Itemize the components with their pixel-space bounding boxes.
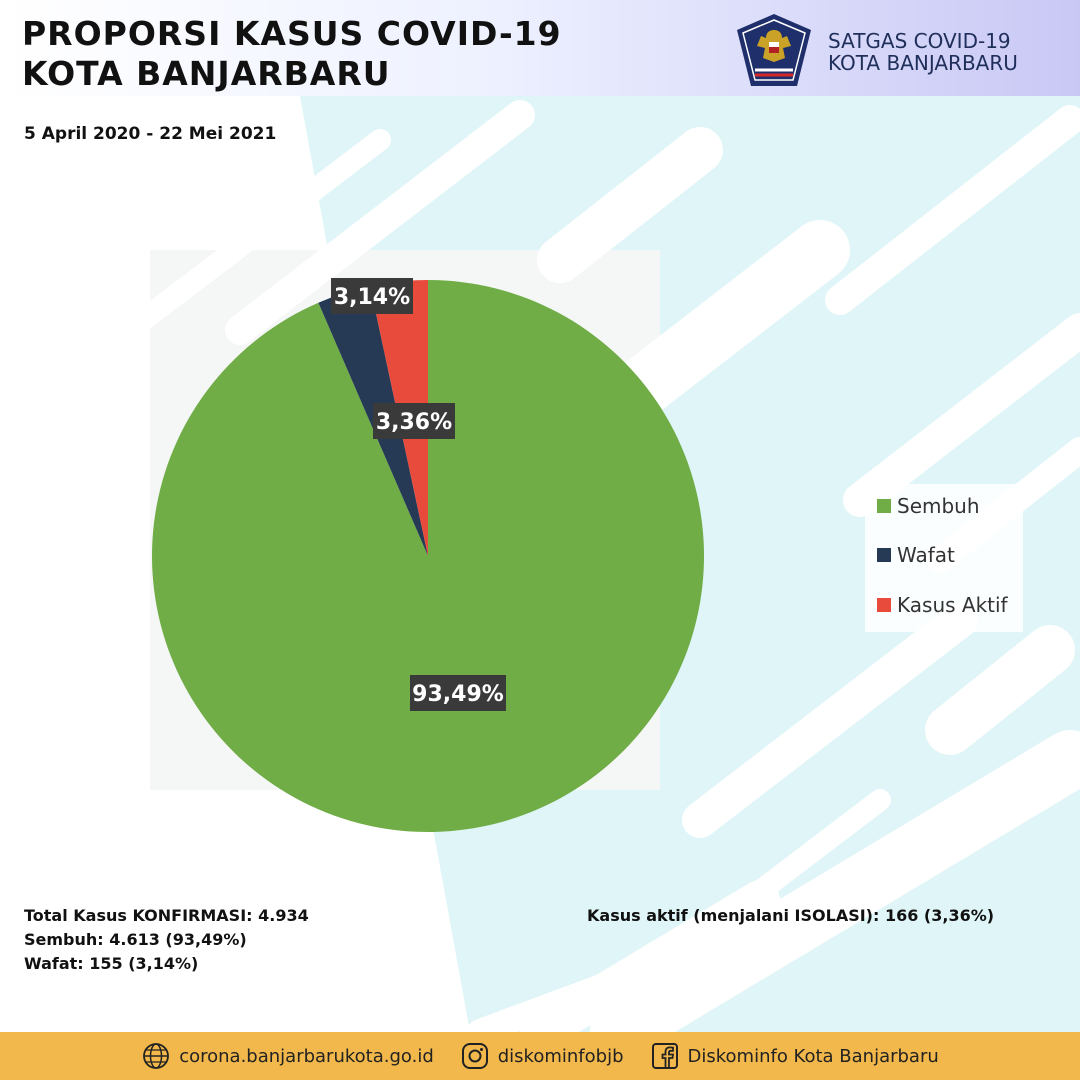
data-label-wafat: 3,14% (331, 278, 413, 314)
footer-website-text: corona.banjarbarukota.go.id (179, 1045, 434, 1067)
footer-facebook-link[interactable]: Diskominfo Kota Banjarbaru (650, 1041, 939, 1071)
data-label-text: 3,36% (376, 410, 452, 435)
facebook-icon (651, 1043, 678, 1069)
footer-instagram-link[interactable]: diskominfobjb (460, 1041, 624, 1071)
legend-label-sembuh: Sembuh (897, 494, 980, 518)
header-band (0, 0, 1080, 96)
org-line-1: SATGAS COVID-19 (828, 29, 1011, 53)
pie-slices (151, 280, 704, 833)
footer-instagram-text: diskominfobjb (497, 1045, 624, 1067)
title-line-1: PROPORSI KASUS COVID-19 (22, 14, 562, 53)
data-label-kasus-aktif: 3,36% (373, 403, 455, 439)
org-name: SATGAS COVID-19 KOTA BANJARBARU (828, 30, 1018, 74)
legend-swatch-sembuh (877, 499, 891, 513)
footer-bar: corona.banjarbarukota.go.id diskominfobj… (0, 1032, 1080, 1080)
instagram-icon (461, 1043, 488, 1069)
legend-item-kasus-aktif: Kasus Aktif (877, 593, 1008, 617)
data-label-box (331, 278, 413, 314)
stat-sembuh: Sembuh: 4.613 (93,49%) (24, 930, 247, 949)
legend-swatch-kasus-aktif (877, 598, 891, 612)
globe-icon (143, 1043, 170, 1069)
legend-swatch-wafat (877, 548, 891, 562)
stats-summary: Total Kasus KONFIRMASI: 4.934 Sembuh: 4.… (24, 904, 309, 976)
footer-website-link[interactable]: corona.banjarbarukota.go.id (141, 1041, 434, 1071)
page-title: PROPORSI KASUS COVID-19 KOTA BANJARBARU (22, 14, 562, 94)
legend-label-kasus-aktif: Kasus Aktif (897, 593, 1008, 617)
pie-chart: 93,49% 3,14% 3,36% (151, 278, 704, 833)
title-line-2: KOTA BANJARBARU (22, 54, 391, 93)
org-line-2: KOTA BANJARBARU (828, 51, 1018, 75)
data-label-box (410, 675, 506, 711)
legend-label-wafat: Wafat (897, 543, 955, 567)
stat-wafat: Wafat: 155 (3,14%) (24, 954, 199, 973)
data-label-box (373, 403, 455, 439)
data-label-sembuh: 93,49% (410, 675, 506, 711)
footer-facebook-text: Diskominfo Kota Banjarbaru (687, 1045, 939, 1067)
garuda-emblem-icon (737, 14, 811, 86)
legend-item-sembuh: Sembuh (877, 494, 980, 518)
date-range: 5 April 2020 - 22 Mei 2021 (24, 124, 277, 144)
pie-slice-sembuh (151, 280, 704, 833)
chart-legend: Sembuh Wafat Kasus Aktif (865, 484, 1023, 632)
stat-aktif: Kasus aktif (menjalani ISOLASI): 166 (3,… (587, 906, 995, 925)
pie-data-labels: 93,49% 3,14% 3,36% (331, 278, 506, 711)
data-label-text: 3,14% (334, 285, 410, 310)
stat-total: Total Kasus KONFIRMASI: 4.934 (24, 906, 309, 925)
legend-item-wafat: Wafat (877, 543, 955, 567)
data-label-text: 93,49% (412, 682, 504, 707)
